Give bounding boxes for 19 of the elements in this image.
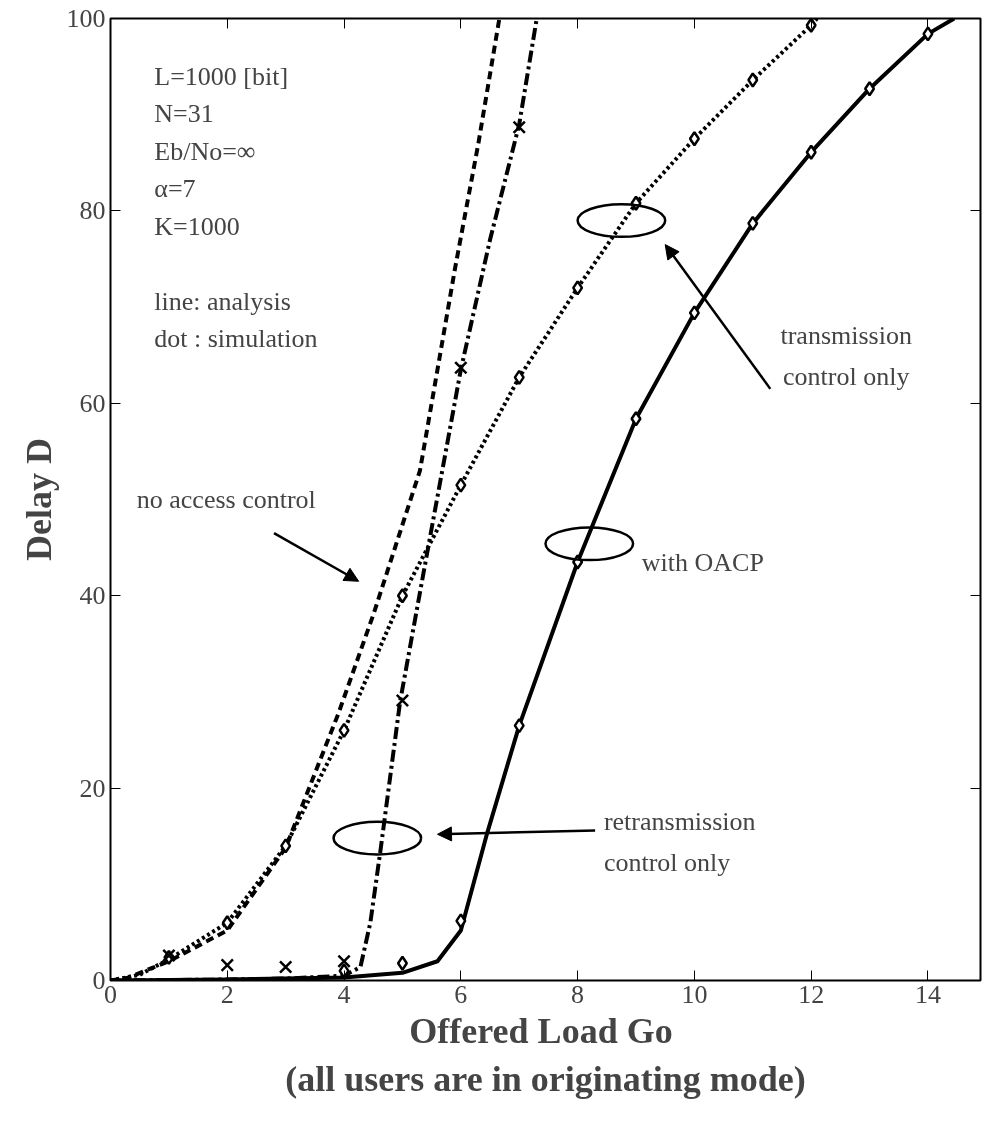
x-axis-title: Offered Load Go (all users are in originating mode) — [285, 1010, 806, 1099]
x-tick-label: 6 — [454, 979, 468, 1009]
annotation: retransmission control only — [603, 807, 756, 877]
y-tick-label: 40 — [79, 581, 106, 611]
x-tick-label: 12 — [798, 979, 825, 1009]
y-tick-label: 80 — [79, 196, 106, 226]
y-tick-label: 100 — [66, 4, 106, 33]
y-axis-title: Delay D — [18, 438, 59, 561]
y-tick-label: 60 — [79, 388, 106, 418]
x-tick-label: 14 — [914, 979, 941, 1009]
x-tick-label: 8 — [571, 979, 585, 1009]
x-tick-label: 4 — [337, 979, 351, 1009]
x-tick-label: 2 — [220, 979, 234, 1009]
x-tick-label: 10 — [681, 979, 708, 1009]
annotation: with OACP — [641, 547, 764, 577]
y-tick-label: 20 — [79, 773, 106, 803]
text: L=1000 [bit] N=31 Eb/No=∞ α=7 K=1000 line: analysis dot : simulation — [154, 61, 318, 354]
annotation: no access control — [136, 485, 316, 514]
annotation: transmission control only — [780, 321, 912, 391]
